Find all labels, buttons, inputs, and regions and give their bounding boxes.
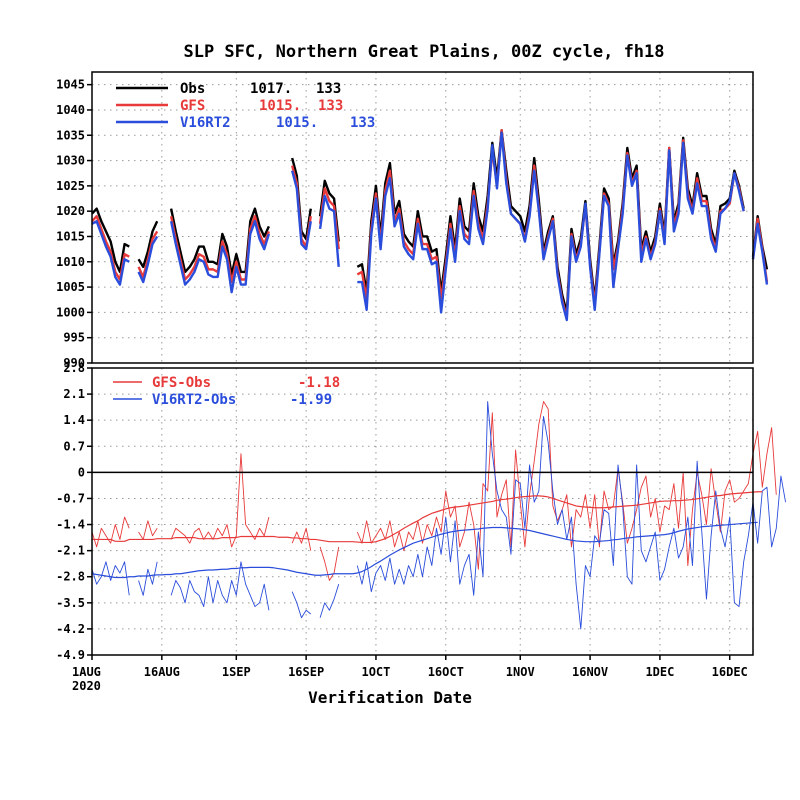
x-axis-label: Verification Date — [308, 688, 472, 707]
y-tick-label: -1.4 — [56, 518, 85, 532]
legend-label: V16RT2-Obs — [152, 392, 236, 408]
y-tick-label: -3.5 — [56, 596, 85, 610]
y-tick-label: -2.8 — [56, 570, 85, 584]
y-tick-label: 990 — [63, 356, 85, 370]
chart-title: SLP SFC, Northern Great Plains, 00Z cycl… — [183, 42, 664, 62]
y-tick-label: 1005 — [56, 280, 85, 294]
y-tick-label: 1030 — [56, 154, 85, 168]
y-tick-label: 1.4 — [63, 413, 85, 427]
legend-stat: -1.18 — [298, 375, 340, 391]
y-tick-label: 0.7 — [63, 439, 85, 453]
legend-count: 133 — [318, 98, 343, 114]
y-tick-label: 0 — [78, 465, 85, 479]
series-line-v16rt2 — [91, 131, 769, 322]
x-tick-label: 1OCT — [361, 665, 390, 679]
x-tick-label: 16SEP — [288, 665, 324, 679]
y-tick-label: 1020 — [56, 204, 85, 218]
legend-label: V16RT2 — [180, 115, 231, 131]
x-tick-label: 16OCT — [428, 665, 464, 679]
x-tick-label: 16NOV — [572, 665, 608, 679]
legend-count: 133 — [350, 115, 375, 131]
legend: GFS-Obs -1.18 V16RT2-Obs -1.99 — [113, 375, 340, 408]
y-tick-label: -4.2 — [56, 622, 85, 636]
series-line-v16rt2-obs — [91, 401, 787, 630]
y-tick-label: 2.1 — [63, 387, 85, 401]
y-tick-label: -0.7 — [56, 491, 85, 505]
legend-stat: -1.99 — [290, 392, 332, 408]
y-tick-label: -2.1 — [56, 544, 85, 558]
legend-label: Obs — [180, 81, 205, 97]
legend-stat: 1015. — [276, 115, 318, 131]
series-line-gfs-obs-running-mean — [92, 491, 763, 544]
top-panel: 990 995 1000 1005 1010 1015 1020 1025 1030 1035 10… — [56, 71, 769, 370]
x-tick-year: 2020 — [72, 679, 101, 693]
x-tick-label: 1SEP — [222, 665, 251, 679]
y-tick-label: 1015 — [56, 229, 85, 243]
legend-label: GFS-Obs — [152, 375, 211, 391]
panel-frame — [91, 367, 754, 656]
legend-stat: 1015. — [259, 98, 301, 114]
x-tick-label: 16DEC — [712, 665, 748, 679]
y-tick-label: 1045 — [56, 78, 85, 92]
series-line-gfs-obs — [91, 401, 777, 581]
legend-label: GFS — [180, 98, 205, 114]
legend-count: 133 — [316, 81, 341, 97]
y-tick-label: 1025 — [56, 179, 85, 193]
y-tick-label: -4.9 — [56, 648, 85, 662]
panel-frame — [91, 71, 754, 364]
y-tick-label: 1035 — [56, 128, 85, 142]
series-line-v16rt2-obs-running-mean — [91, 521, 758, 579]
bottom-panel: -4.9 -4.2 -3.5 -2.8 -2.1 -1.4 -0.7 0 0.7 1.4 2.1 2.… — [56, 361, 787, 662]
x-tick-label: 1DEC — [645, 665, 674, 679]
y-tick-label: 1000 — [56, 305, 85, 319]
x-tick-label: 1NOV — [506, 665, 535, 679]
y-tick-label: 995 — [63, 331, 85, 345]
y-tick-label: 2.8 — [63, 361, 85, 375]
x-tick-label: 16AUG — [144, 665, 180, 679]
legend-stat: 1017. — [250, 81, 292, 97]
x-tick-label: 1AUG — [72, 665, 101, 679]
y-tick-label: 1010 — [56, 255, 85, 269]
y-tick-label: 1040 — [56, 103, 85, 117]
